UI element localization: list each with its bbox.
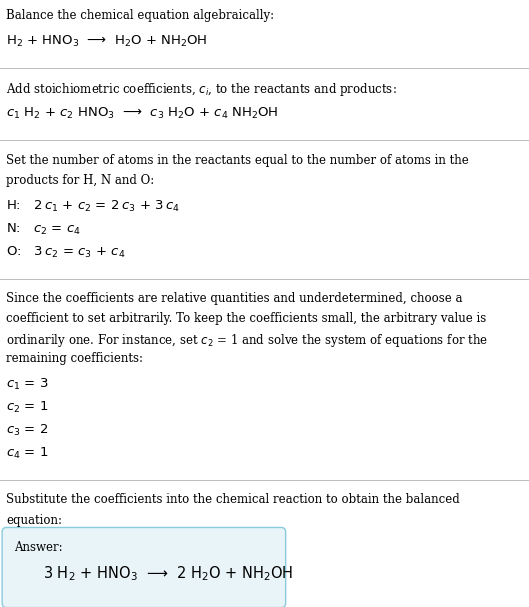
Text: Add stoichiometric coefficients, $c_i$, to the reactants and products:: Add stoichiometric coefficients, $c_i$, … <box>6 81 397 98</box>
Text: remaining coefficients:: remaining coefficients: <box>6 352 143 365</box>
Text: N:   $c_2$ = $c_4$: N: $c_2$ = $c_4$ <box>6 222 81 237</box>
Text: 3 H$_2$ + HNO$_3$  ⟶  2 H$_2$O + NH$_2$OH: 3 H$_2$ + HNO$_3$ ⟶ 2 H$_2$O + NH$_2$OH <box>43 565 294 583</box>
Text: Answer:: Answer: <box>14 541 63 554</box>
Text: Balance the chemical equation algebraically:: Balance the chemical equation algebraica… <box>6 9 275 22</box>
Text: $c_1$ H$_2$ + $c_2$ HNO$_3$  ⟶  $c_3$ H$_2$O + $c_4$ NH$_2$OH: $c_1$ H$_2$ + $c_2$ HNO$_3$ ⟶ $c_3$ H$_2… <box>6 106 279 121</box>
Text: $c_1$ = 3: $c_1$ = 3 <box>6 377 49 392</box>
Text: Substitute the coefficients into the chemical reaction to obtain the balanced: Substitute the coefficients into the che… <box>6 493 460 506</box>
Text: $c_3$ = 2: $c_3$ = 2 <box>6 423 49 438</box>
Text: ordinarily one. For instance, set $c_2$ = 1 and solve the system of equations fo: ordinarily one. For instance, set $c_2$ … <box>6 332 488 349</box>
Text: O:   3 $c_2$ = $c_3$ + $c_4$: O: 3 $c_2$ = $c_3$ + $c_4$ <box>6 245 126 260</box>
Text: H$_2$ + HNO$_3$  ⟶  H$_2$O + NH$_2$OH: H$_2$ + HNO$_3$ ⟶ H$_2$O + NH$_2$OH <box>6 34 208 49</box>
Text: Since the coefficients are relative quantities and underdetermined, choose a: Since the coefficients are relative quan… <box>6 292 463 305</box>
FancyBboxPatch shape <box>2 527 286 607</box>
Text: equation:: equation: <box>6 514 62 526</box>
Text: Set the number of atoms in the reactants equal to the number of atoms in the: Set the number of atoms in the reactants… <box>6 154 469 166</box>
Text: $c_4$ = 1: $c_4$ = 1 <box>6 446 49 461</box>
Text: H:   2 $c_1$ + $c_2$ = 2 $c_3$ + 3 $c_4$: H: 2 $c_1$ + $c_2$ = 2 $c_3$ + 3 $c_4$ <box>6 198 180 214</box>
Text: products for H, N and O:: products for H, N and O: <box>6 174 154 186</box>
Text: coefficient to set arbitrarily. To keep the coefficients small, the arbitrary va: coefficient to set arbitrarily. To keep … <box>6 312 487 325</box>
Text: $c_2$ = 1: $c_2$ = 1 <box>6 400 49 415</box>
